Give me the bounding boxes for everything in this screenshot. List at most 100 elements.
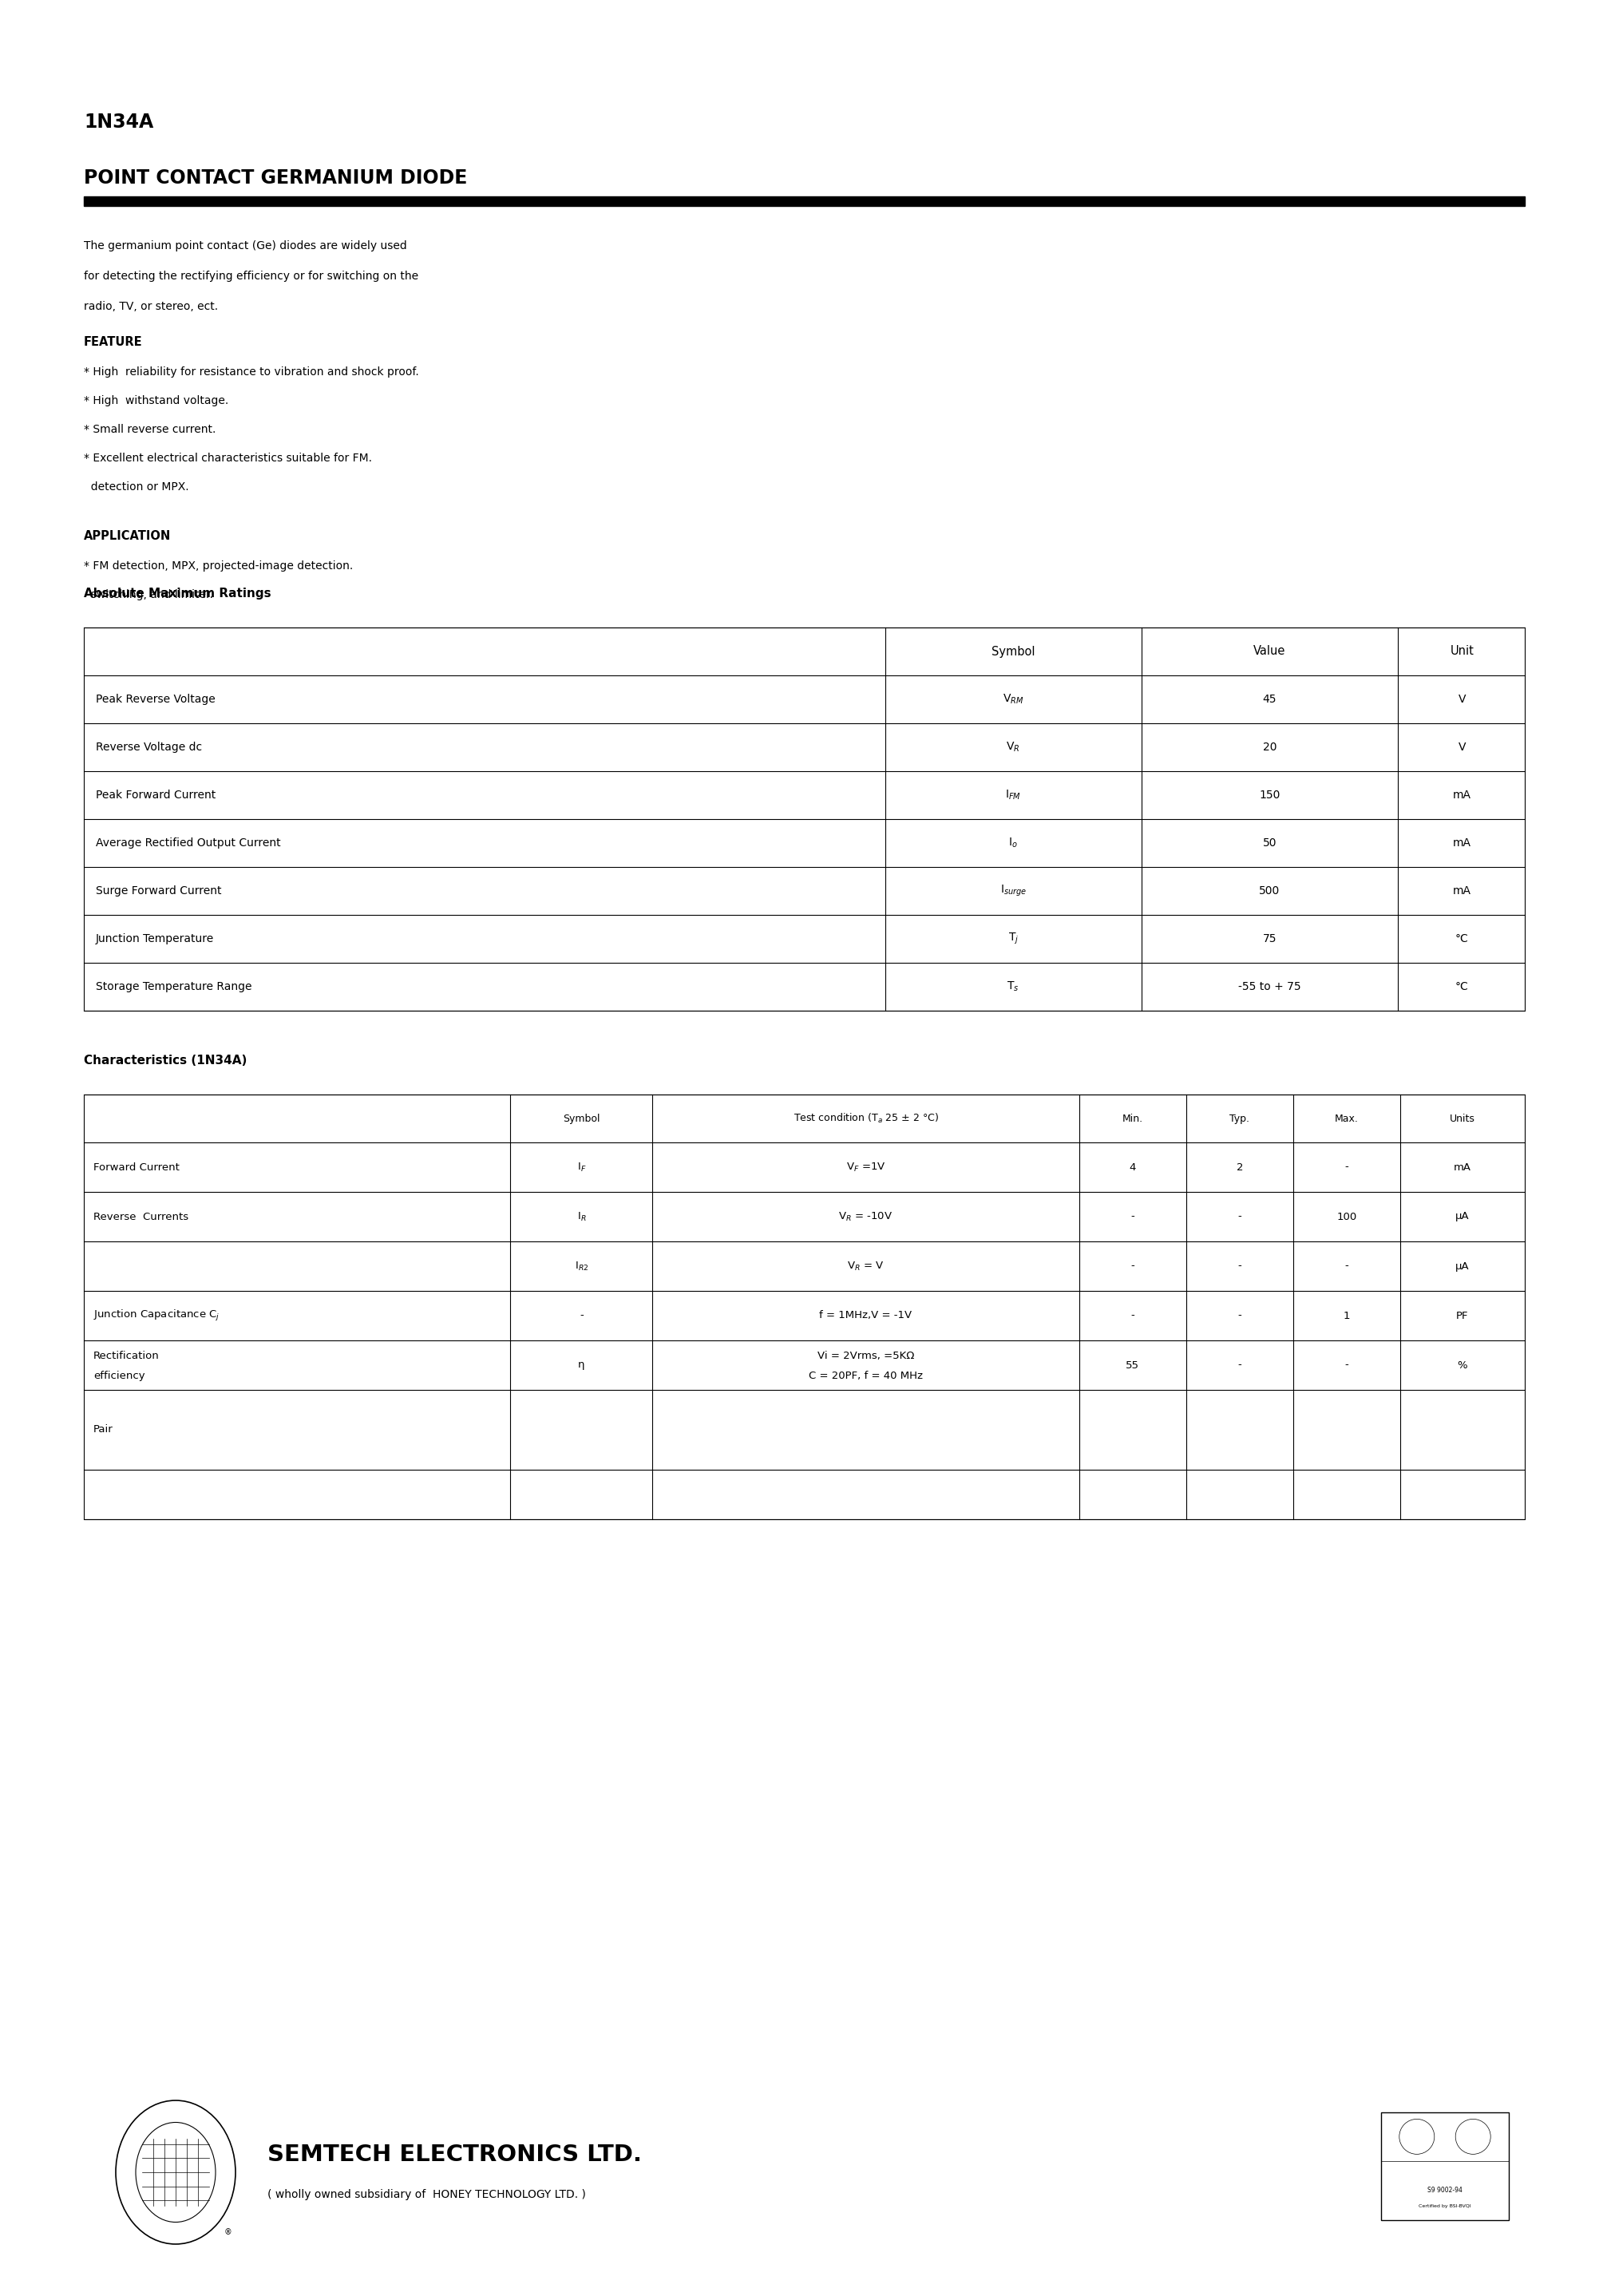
Bar [1380,2112,1509,2220]
Text: mA: mA [1453,838,1472,850]
Text: -: - [1237,1212,1242,1221]
Text: f = 1MHz,V = -1V: f = 1MHz,V = -1V [820,1311,913,1320]
Text: mA: mA [1453,790,1472,801]
Text: -: - [1345,1359,1348,1371]
Text: -55 to + 75: -55 to + 75 [1239,980,1302,992]
Text: -: - [1237,1311,1242,1320]
Text: Min.: Min. [1122,1114,1143,1123]
Text: Peak Forward Current: Peak Forward Current [96,790,215,801]
Text: Value: Value [1253,645,1286,657]
Text: -: - [580,1311,583,1320]
Text: S9 9002-94: S9 9002-94 [1427,2186,1462,2193]
Text: ®: ® [223,2227,231,2236]
Bar [84,197,1525,207]
Text: * FM detection, MPX, projected-image detection.: * FM detection, MPX, projected-image det… [84,560,354,572]
Text: Forward Current: Forward Current [93,1162,180,1173]
Bar [84,1095,1525,1520]
Text: switching, and limiter.: switching, and limiter. [84,590,214,599]
Text: I$_{o}$: I$_{o}$ [1009,836,1017,850]
Text: -: - [1237,1359,1242,1371]
Text: POINT CONTACT GERMANIUM DIODE: POINT CONTACT GERMANIUM DIODE [84,168,468,188]
Text: 150: 150 [1260,790,1281,801]
Text: Reverse  Currents: Reverse Currents [93,1212,188,1221]
Text: 4: 4 [1130,1162,1136,1173]
Text: Test condition (T$_{a}$ 25 ± 2 °C): Test condition (T$_{a}$ 25 ± 2 °C) [794,1111,938,1125]
Text: detection or MPX.: detection or MPX. [84,482,190,494]
Text: °C: °C [1456,980,1469,992]
Text: 75: 75 [1263,932,1276,944]
Text: I$_{R}$: I$_{R}$ [577,1210,587,1224]
Text: °C: °C [1456,932,1469,944]
Text: 50: 50 [1263,838,1276,850]
Text: Rectification: Rectification [93,1350,159,1362]
Text: FEATURE: FEATURE [84,335,143,349]
Text: I$_{surge}$: I$_{surge}$ [1000,884,1027,898]
Text: SEMTECH ELECTRONICS LTD.: SEMTECH ELECTRONICS LTD. [267,2144,641,2165]
Text: * Small reverse current.: * Small reverse current. [84,425,215,434]
Text: I$_{F}$: I$_{F}$ [577,1162,587,1173]
Text: mA: mA [1453,886,1472,895]
Text: Units: Units [1450,1114,1475,1123]
Text: μA: μA [1456,1212,1469,1221]
Text: * Excellent electrical characteristics suitable for FM.: * Excellent electrical characteristics s… [84,452,371,464]
Bar [84,627,1525,1010]
Text: 1N34A: 1N34A [84,113,154,131]
Text: μA: μA [1456,1261,1469,1272]
Text: * High  withstand voltage.: * High withstand voltage. [84,395,228,406]
Text: V: V [1458,693,1466,705]
Text: Peak Reverse Voltage: Peak Reverse Voltage [96,693,215,705]
Text: Pair: Pair [93,1424,112,1435]
Text: η: η [579,1359,585,1371]
Text: efficiency: efficiency [93,1371,145,1382]
Ellipse shape [116,2101,236,2243]
Text: PF: PF [1456,1311,1469,1320]
Text: Max.: Max. [1335,1114,1358,1123]
Text: %: % [1458,1359,1467,1371]
Text: Symbol: Symbol [992,645,1035,657]
Text: 45: 45 [1263,693,1276,705]
Text: Characteristics (1N34A): Characteristics (1N34A) [84,1054,247,1068]
Text: The germanium point contact (Ge) diodes are widely used: The germanium point contact (Ge) diodes … [84,241,407,253]
Text: Average Rectified Output Current: Average Rectified Output Current [96,838,281,850]
Text: Typ.: Typ. [1229,1114,1250,1123]
Text: -: - [1131,1212,1135,1221]
Text: -: - [1345,1162,1348,1173]
Text: Absolute Maximum Ratings: Absolute Maximum Ratings [84,588,272,599]
Text: V$_{R}$ = V: V$_{R}$ = V [847,1261,884,1272]
Text: ( wholly owned subsidiary of  HONEY TECHNOLOGY LTD. ): ( wholly owned subsidiary of HONEY TECHN… [267,2188,587,2200]
Text: 55: 55 [1127,1359,1139,1371]
Text: Symbol: Symbol [562,1114,599,1123]
Text: 500: 500 [1260,886,1281,895]
Ellipse shape [135,2122,215,2223]
Text: -: - [1131,1311,1135,1320]
Text: APPLICATION: APPLICATION [84,530,170,542]
Text: 1: 1 [1343,1311,1350,1320]
Text: -: - [1131,1261,1135,1272]
Text: Unit: Unit [1450,645,1474,657]
Text: C = 20PF, f = 40 MHz: C = 20PF, f = 40 MHz [808,1371,922,1382]
Text: V$_{R}$ = -10V: V$_{R}$ = -10V [839,1210,893,1224]
Text: Certified by BSI-BVQI: Certified by BSI-BVQI [1419,2204,1470,2209]
Text: Reverse Voltage dc: Reverse Voltage dc [96,742,202,753]
Text: I$_{R2}$: I$_{R2}$ [575,1261,588,1272]
Text: V$_{R}$: V$_{R}$ [1006,742,1020,753]
Text: Junction Temperature: Junction Temperature [96,932,214,944]
Text: T$_{j}$: T$_{j}$ [1008,932,1019,946]
Text: V$_{F}$ =1V: V$_{F}$ =1V [845,1162,885,1173]
Text: I$_{FM}$: I$_{FM}$ [1006,788,1020,801]
Text: -: - [1345,1261,1348,1272]
Text: Vi = 2Vrms, =5KΩ: Vi = 2Vrms, =5KΩ [818,1350,914,1362]
Text: 20: 20 [1263,742,1276,753]
Text: 2: 2 [1236,1162,1242,1173]
Text: -: - [1237,1261,1242,1272]
Text: 100: 100 [1337,1212,1356,1221]
Text: radio, TV, or stereo, ect.: radio, TV, or stereo, ect. [84,301,219,312]
Text: for detecting the rectifying efficiency or for switching on the: for detecting the rectifying efficiency … [84,271,418,282]
Text: mA: mA [1454,1162,1472,1173]
Text: V$_{RM}$: V$_{RM}$ [1003,693,1024,705]
Text: Junction Capacitance C$_{j}$: Junction Capacitance C$_{j}$ [93,1309,220,1322]
Text: Surge Forward Current: Surge Forward Current [96,886,222,895]
Text: Storage Temperature Range: Storage Temperature Range [96,980,252,992]
Bar [1380,2112,1509,2161]
Text: V: V [1458,742,1466,753]
